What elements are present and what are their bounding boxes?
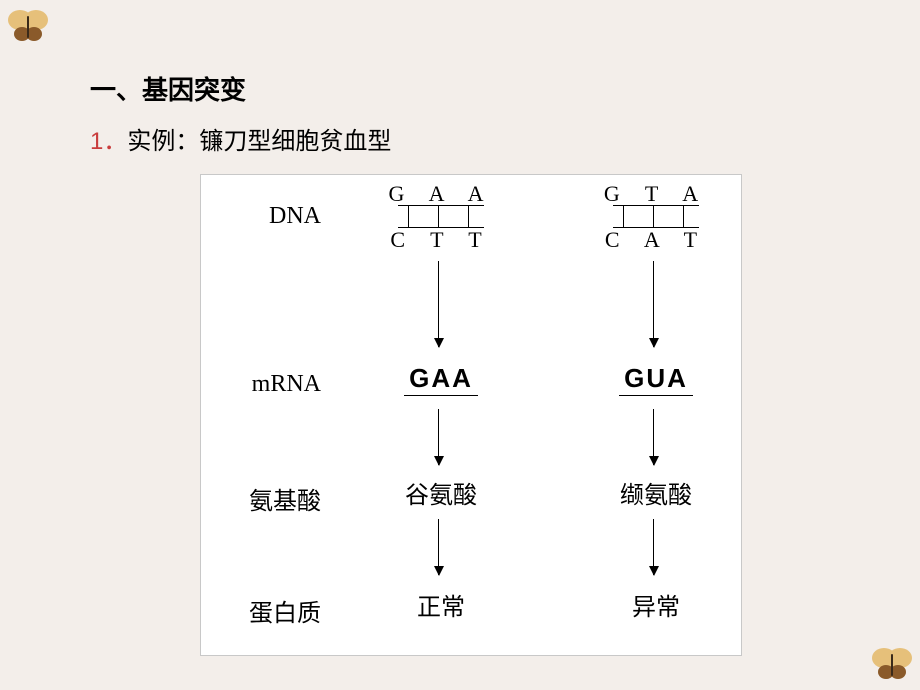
row-label-dna: DNA: [211, 203, 321, 230]
section-heading: 一、基因突变: [90, 70, 850, 107]
subheading-text: 实例：镰刀型细胞贫血型: [127, 128, 391, 155]
butterfly-icon: [870, 644, 914, 684]
protein-mutant: 异常: [581, 587, 731, 622]
subheading-number: 1．: [90, 128, 127, 155]
example-subheading: 1．实例：镰刀型细胞贫血型: [90, 121, 850, 156]
dna-bottom-mutant: C A T: [581, 227, 731, 253]
amino-mutant: 缬氨酸: [581, 475, 731, 510]
dna-top-mutant: G T A: [581, 181, 731, 207]
arrow-down-icon: [438, 409, 439, 465]
arrow-down-icon: [653, 261, 654, 347]
arrow-down-icon: [653, 519, 654, 575]
dna-tick: [408, 205, 409, 227]
arrow-down-icon: [438, 519, 439, 575]
mrna-underline: [404, 395, 478, 396]
dna-tick: [468, 205, 469, 227]
dna-bottom-normal: C T T: [366, 227, 516, 253]
row-label-amino: 氨基酸: [211, 481, 321, 516]
heading-prefix: 一、: [90, 75, 142, 105]
dna-tick: [683, 205, 684, 227]
dna-line: [398, 205, 484, 206]
arrow-down-icon: [438, 261, 439, 347]
mrna-mutant: GUA: [581, 363, 731, 394]
protein-normal: 正常: [366, 587, 516, 622]
row-label-mrna: mRNA: [211, 371, 321, 398]
dna-tick: [653, 205, 654, 227]
dna-line: [613, 205, 699, 206]
arrow-down-icon: [653, 409, 654, 465]
mrna-normal: GAA: [366, 363, 516, 394]
slide-content: 一、基因突变 1．实例：镰刀型细胞贫血型 DNA mRNA 氨基酸 蛋白质 G …: [90, 70, 850, 656]
dna-top-normal: G A A: [366, 181, 516, 207]
amino-normal: 谷氨酸: [366, 475, 516, 510]
mrna-underline: [619, 395, 693, 396]
row-label-protein: 蛋白质: [211, 593, 321, 628]
dna-tick: [623, 205, 624, 227]
butterfly-icon: [6, 6, 50, 46]
dna-tick: [438, 205, 439, 227]
mutation-diagram: DNA mRNA 氨基酸 蛋白质 G A A C T T GAA 谷氨酸 正常 …: [200, 174, 742, 656]
heading-title: 基因突变: [142, 75, 246, 105]
